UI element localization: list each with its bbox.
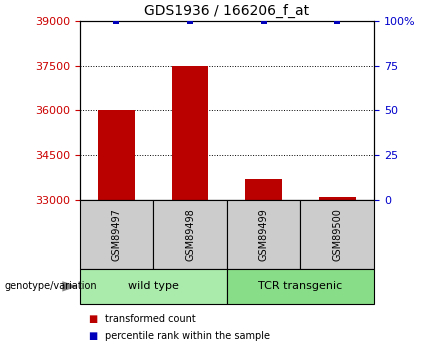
Polygon shape — [62, 281, 77, 292]
Text: GSM89497: GSM89497 — [111, 208, 121, 261]
Text: GSM89500: GSM89500 — [332, 208, 342, 261]
Bar — [153, 200, 227, 269]
Text: wild type: wild type — [128, 282, 178, 291]
Bar — [80, 200, 153, 269]
Bar — [98, 110, 135, 200]
Text: ■: ■ — [88, 314, 98, 324]
Bar — [319, 197, 356, 200]
Bar — [80, 269, 227, 304]
Bar — [172, 66, 209, 200]
Text: genotype/variation: genotype/variation — [4, 282, 97, 291]
Text: GSM89499: GSM89499 — [258, 208, 269, 261]
Bar — [227, 269, 374, 304]
Bar — [227, 200, 301, 269]
Text: ■: ■ — [88, 332, 98, 341]
Bar — [245, 179, 282, 200]
Text: transformed count: transformed count — [105, 314, 196, 324]
Text: percentile rank within the sample: percentile rank within the sample — [105, 332, 270, 341]
Text: GSM89498: GSM89498 — [185, 208, 195, 261]
Title: GDS1936 / 166206_f_at: GDS1936 / 166206_f_at — [144, 4, 310, 18]
Text: TCR transgenic: TCR transgenic — [258, 282, 343, 291]
Bar — [301, 200, 374, 269]
